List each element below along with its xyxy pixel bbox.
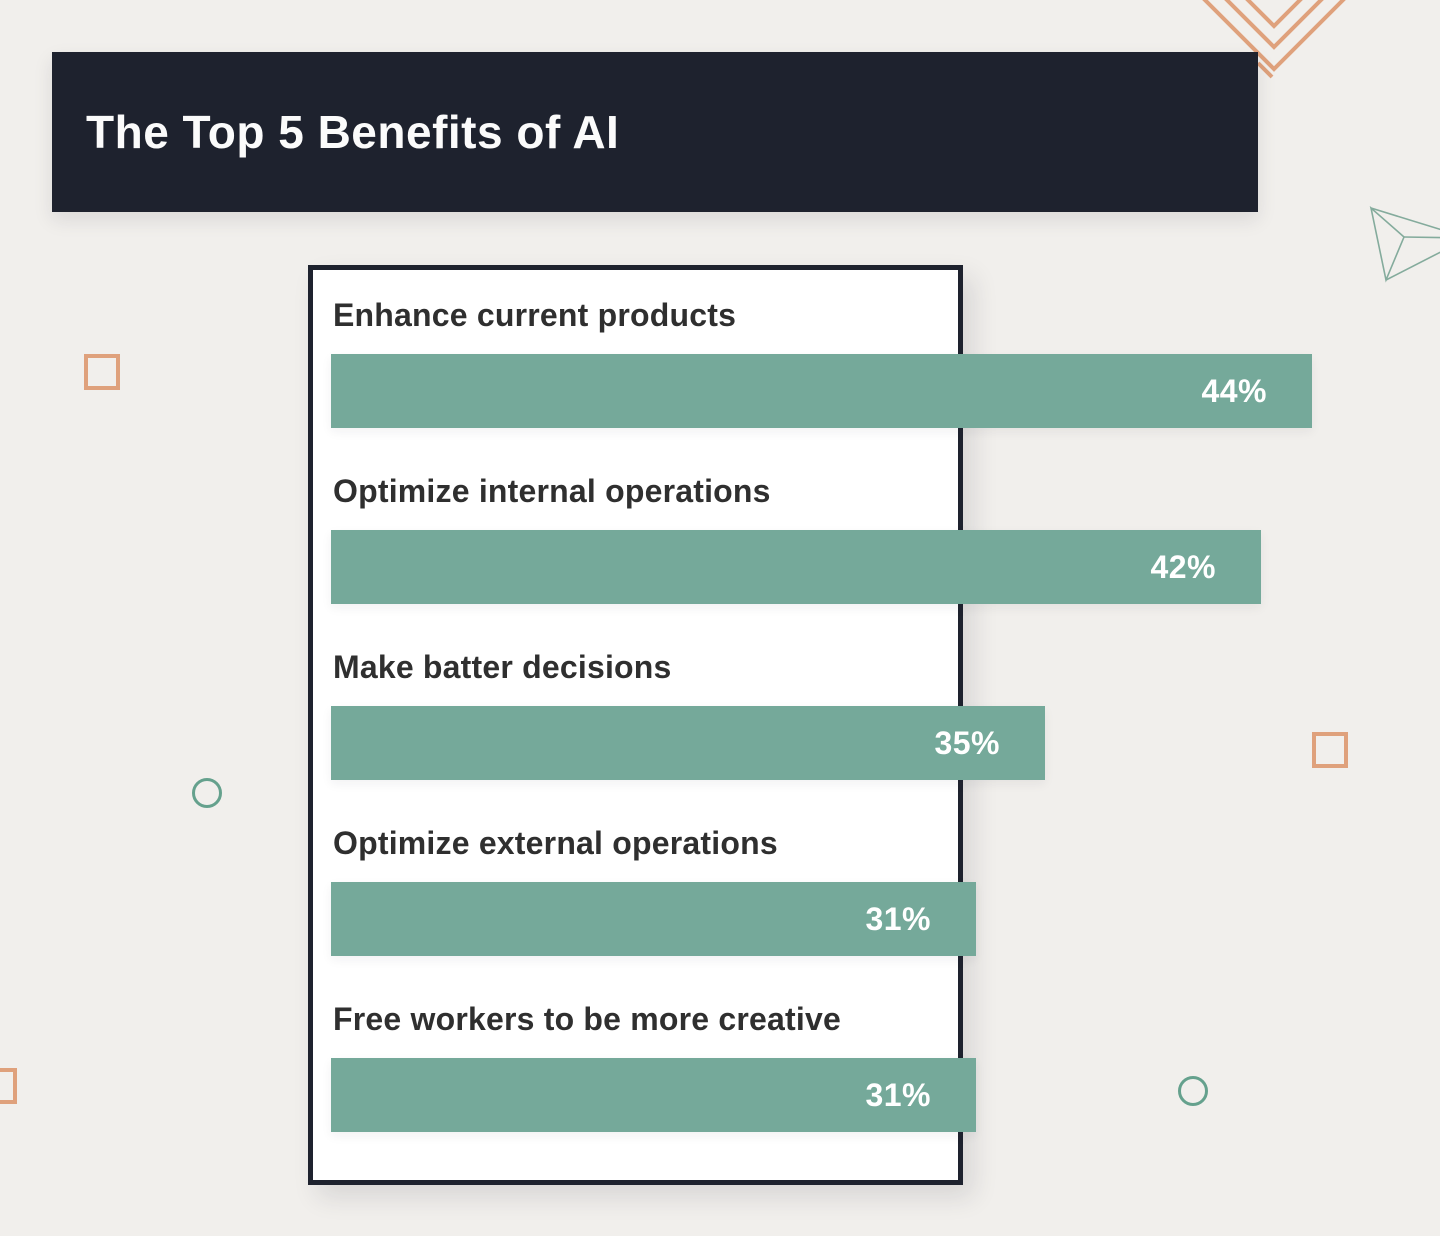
- bar-row: Enhance current products 44%: [331, 296, 1312, 428]
- bar-category-label: Free workers to be more creative: [333, 1001, 841, 1037]
- bar: 42%: [331, 530, 1261, 604]
- bar-value-label: 44%: [1201, 372, 1267, 409]
- square-ornament-bottom-left: [0, 1068, 17, 1104]
- bar: 31%: [331, 882, 976, 956]
- bar-value-label: 42%: [1150, 548, 1216, 585]
- square-ornament-right: [1312, 732, 1348, 768]
- bar: 31%: [331, 1058, 976, 1132]
- circle-ornament-bottom-right: [1178, 1076, 1208, 1106]
- title-banner: The Top 5 Benefits of AI: [52, 52, 1258, 212]
- page-title: The Top 5 Benefits of AI: [86, 106, 620, 158]
- bar: 44%: [331, 354, 1312, 428]
- bar-row: Make batter decisions 35%: [331, 648, 1045, 780]
- tetrahedron-icon: [1369, 205, 1440, 283]
- bar-category-label: Optimize internal operations: [333, 473, 771, 509]
- bar-row: Optimize external operations 31%: [331, 824, 976, 956]
- bar-row: Free workers to be more creative 31%: [331, 1000, 976, 1132]
- bar-value-label: 35%: [934, 724, 1000, 761]
- bar-row: Optimize internal operations 42%: [331, 472, 1261, 604]
- square-ornament-left: [84, 354, 120, 390]
- bar-category-label: Make batter decisions: [333, 649, 672, 685]
- circle-ornament-left: [192, 778, 222, 808]
- bar-chart: Enhance current products 44% Optimize in…: [331, 296, 1312, 1132]
- bar-category-label: Enhance current products: [333, 297, 737, 333]
- bar: 35%: [331, 706, 1045, 780]
- bar-value-label: 31%: [865, 1076, 931, 1113]
- bar-category-label: Optimize external operations: [333, 825, 778, 861]
- chart-card: Enhance current products 44% Optimize in…: [308, 265, 1312, 1185]
- bar-value-label: 31%: [865, 900, 931, 937]
